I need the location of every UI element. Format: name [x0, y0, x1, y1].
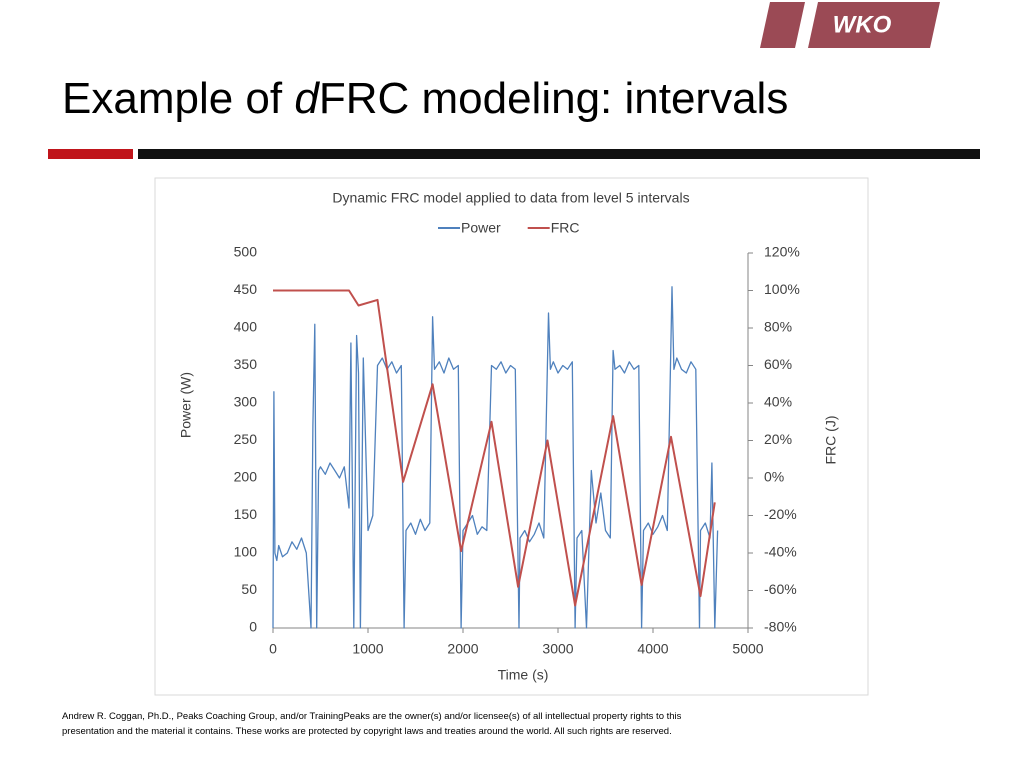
- chart-frame: [154, 177, 869, 696]
- rule-black: [138, 149, 980, 159]
- y-tick-label: 100: [234, 544, 258, 560]
- y-tick-label: 450: [234, 281, 258, 297]
- y-tick-label: 300: [234, 394, 258, 410]
- legend-label: Power: [461, 220, 501, 236]
- y2-tick-label: 100%: [764, 281, 800, 297]
- logo-box: [808, 2, 940, 48]
- title-part: d: [294, 74, 320, 123]
- x-axis-label: Time (s): [498, 667, 549, 683]
- y2-tick-label: -60%: [764, 581, 797, 597]
- y2-tick-label: 80%: [764, 319, 792, 335]
- y-tick-label: 50: [241, 581, 257, 597]
- x-tick-label: 3000: [542, 641, 573, 657]
- y-tick-label: 400: [234, 319, 258, 335]
- series-line: [272, 286, 719, 629]
- y-tick-label: 500: [234, 244, 258, 260]
- y2-tick-label: 0%: [764, 469, 784, 485]
- y-tick-label: 250: [234, 431, 258, 447]
- y-tick-label: 350: [234, 356, 258, 372]
- y2-tick-label: 20%: [764, 431, 792, 447]
- y-axis-label: Power (W): [178, 372, 194, 438]
- logo-bar: [760, 2, 805, 48]
- y-tick-label: 150: [234, 506, 258, 522]
- x-tick-label: 2000: [447, 641, 478, 657]
- y2-tick-label: 120%: [764, 244, 800, 260]
- footer-line: Andrew R. Coggan, Ph.D., Peaks Coaching …: [62, 711, 682, 722]
- plot: Dynamic FRC model applied to data from l…: [178, 190, 839, 683]
- slide-title: Example of dFRC modeling: intervals: [62, 74, 788, 123]
- footer-line: presentation and the material it contain…: [62, 726, 672, 737]
- y2-tick-label: -20%: [764, 506, 797, 522]
- title-part: FRC modeling: intervals: [319, 74, 789, 123]
- x-tick-label: 1000: [352, 641, 383, 657]
- x-tick-label: 5000: [732, 641, 763, 657]
- y2-tick-label: -40%: [764, 544, 797, 560]
- y2-tick-label: -80%: [764, 619, 797, 635]
- rule-red: [48, 149, 133, 159]
- y-tick-label: 200: [234, 469, 258, 485]
- x-tick-label: 0: [269, 641, 277, 657]
- series-line: [273, 289, 716, 607]
- title-part: Example of: [62, 74, 294, 123]
- y-tick-label: 0: [249, 619, 257, 635]
- x-tick-label: 4000: [637, 641, 668, 657]
- y2-tick-label: 40%: [764, 394, 792, 410]
- y2-tick-label: 60%: [764, 356, 792, 372]
- chart-title: Dynamic FRC model applied to data from l…: [332, 190, 689, 206]
- y2-axis-label: FRC (J): [823, 416, 839, 465]
- logo: WKO: [833, 11, 892, 38]
- legend-label: FRC: [551, 220, 580, 236]
